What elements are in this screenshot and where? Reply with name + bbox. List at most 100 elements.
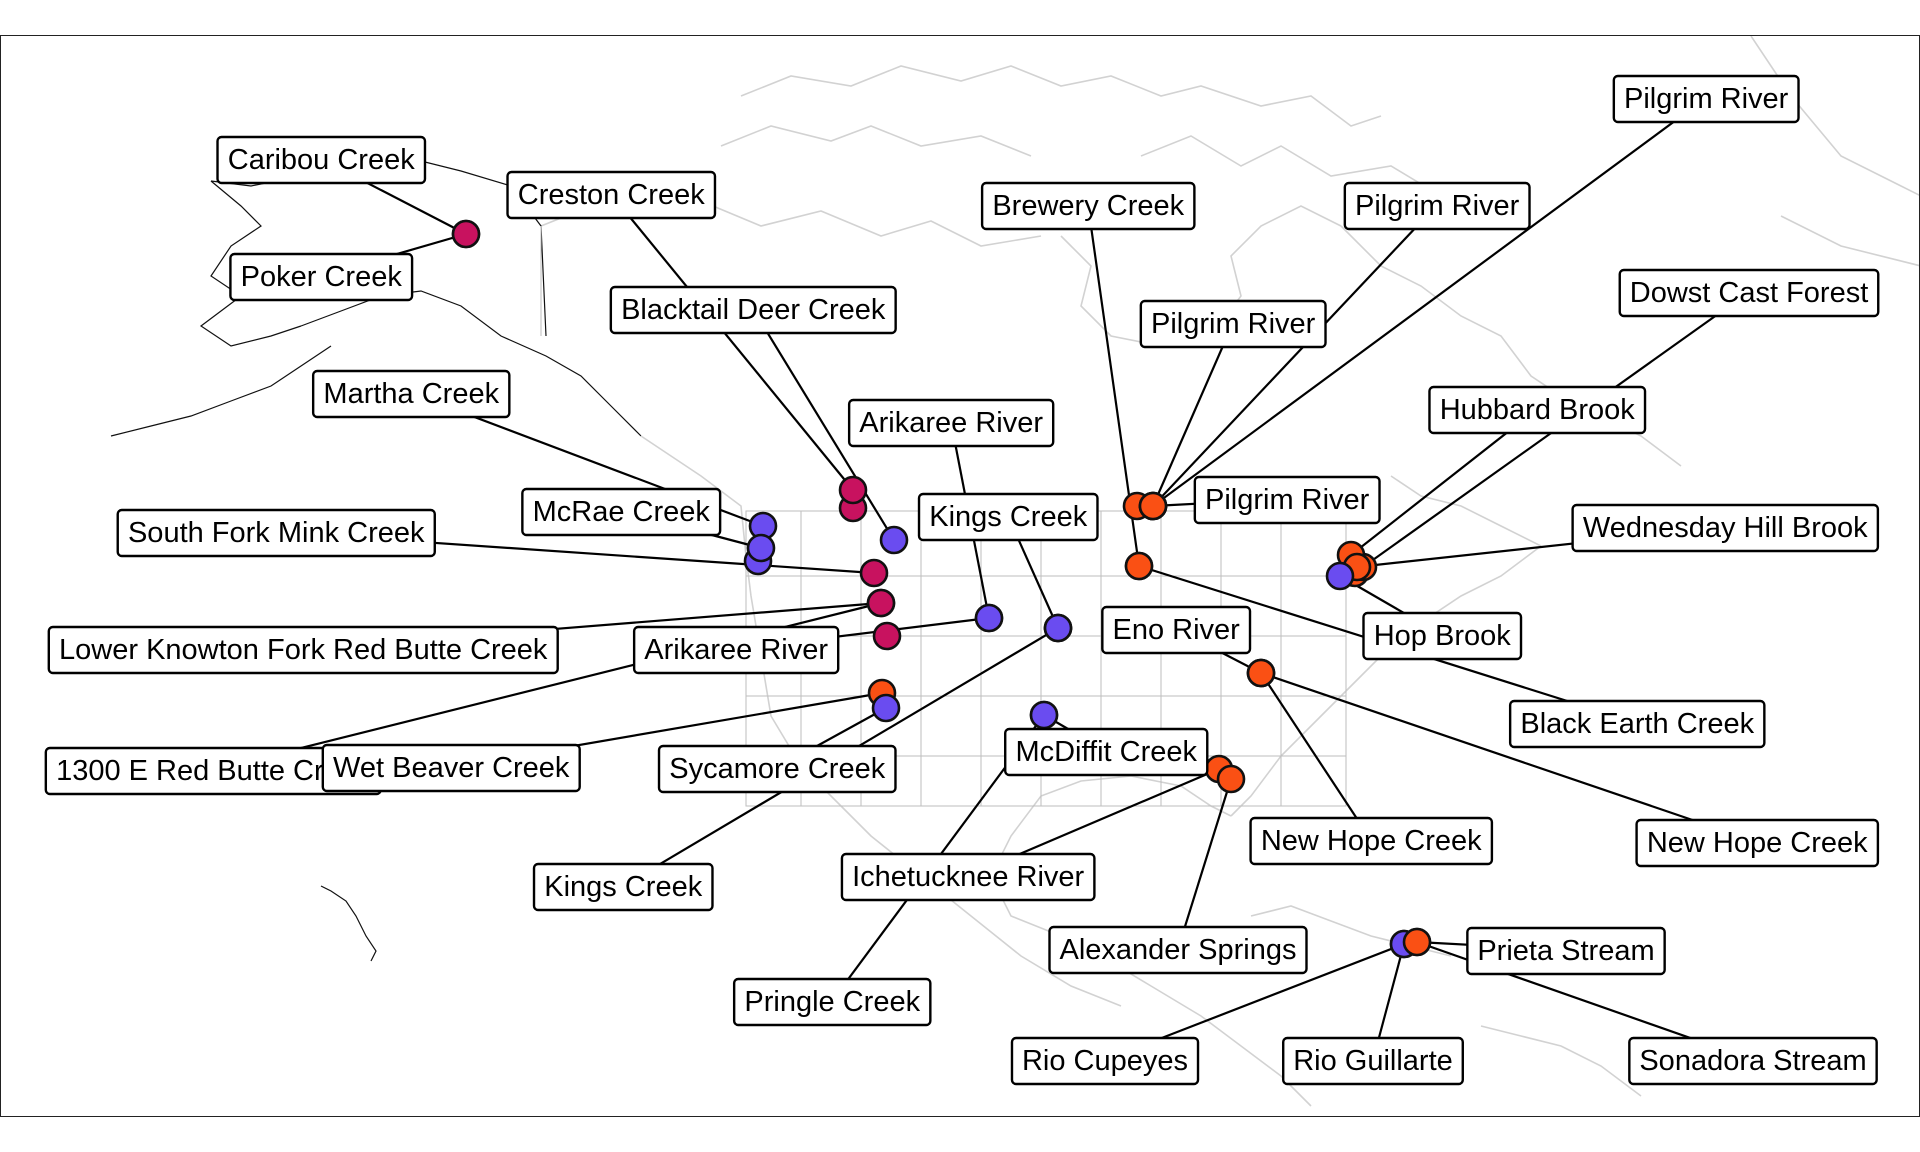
site-label-box [609,285,897,335]
leader-line-pilgrim1 [1152,97,1707,507]
site-labels: Caribou Creek Poker Creek Creston Creek Bla… [44,74,1880,1086]
site-point-hop [1325,561,1355,591]
site-label-cupeyes: Rio Cupeyes [1010,1036,1200,1086]
site-label-box [1139,299,1327,349]
map-panel: Caribou Creek Poker Creek Creston Creek Bla… [0,35,1920,1117]
site-label-text: Rio Guillarte [1293,1045,1453,1077]
site-label-text: Kings Creek [544,871,702,903]
site-label-arikaree2: Arikaree River [632,625,840,675]
site-label-text: Martha Creek [323,378,499,410]
site-label-text: Arikaree River [644,634,828,666]
site-label-box [632,625,840,675]
leader-line-pilgrim3 [1151,322,1235,507]
site-label-box [321,743,581,793]
site-label-box [1362,611,1523,661]
site-label-text: Wet Beaver Creek [333,752,570,784]
site-label-text: 1300 E Red Butte Creek [56,755,371,787]
site-label-sycamore: Sycamore Creek [657,744,897,794]
site-label-text: Ichetucknee River [852,861,1084,893]
site-point-extra-0 [872,621,902,651]
site-label-box [840,852,1096,902]
site-label-text: Creston Creek [518,179,705,211]
hawaii [320,885,377,962]
site-label-box [1101,605,1252,655]
site-label-text: Kings Creek [929,501,1087,533]
site-label-box [1048,925,1308,975]
site-point-blacktail [879,525,909,555]
site-label-text: Hubbard Brook [1440,394,1636,426]
site-label-box [1635,818,1880,868]
site-label-text: Pilgrim River [1151,308,1316,340]
site-label-kings1: Kings Creek [917,492,1099,542]
site-label-mcdiffit: McDiffit Creek [1004,727,1209,777]
site-label-text: Blacktail Deer Creek [621,294,886,326]
site-label-box [1249,816,1494,866]
site-label-wetbeaver: Wet Beaver Creek [321,743,581,793]
site-label-box [1004,727,1209,777]
site-label-box [1010,1036,1200,1086]
site-label-pilgrim1: Pilgrim River [1612,74,1800,124]
alaska-west-coast [199,180,302,347]
leader-line-pilgrim2 [1152,204,1438,507]
site-label-martha: Martha Creek [311,369,511,419]
site-label-text: Brewery Creek [992,190,1184,222]
site-label-caribou: Caribou Creek [216,135,427,185]
site-point-poker [451,219,481,249]
site-label-brewery: Brewery Creek [980,181,1196,231]
site-label-text: Black Earth Creek [1520,708,1754,740]
site-label-newhope2: New Hope Creek [1635,818,1880,868]
site-label-box [1618,268,1880,318]
site-label-text: Poker Creek [241,261,403,293]
site-label-text: Sonadora Stream [1639,1045,1866,1077]
site-label-box [216,135,427,185]
site-label-arikaree1: Arikaree River [847,398,1055,448]
site-point-blackearth [1124,551,1154,581]
site-label-box [521,487,722,537]
site-label-text: South Fork Mink Creek [128,517,425,549]
site-label-box [1628,1036,1878,1086]
leader-line-newhope1 [1260,672,1372,841]
aleutians [110,345,332,437]
site-label-box [1282,1036,1464,1086]
site-label-alexander: Alexander Springs [1048,925,1308,975]
site-label-text: Pringle Creek [744,986,920,1018]
site-point-sycamore [871,693,901,723]
leader-lines [212,97,1758,1062]
leader-line-alexander [1176,778,1233,950]
site-point-mcrae [746,533,776,563]
map-canvas: Caribou Creek Poker Creek Creston Creek Bla… [44,36,1919,1107]
site-label-hop: Hop Brook [1362,611,1523,661]
site-point-sonadora [1402,927,1432,957]
leader-line-creston [610,193,854,491]
site-label-eno: Eno River [1101,605,1252,655]
site-label-box [311,369,511,419]
site-label-pilgrim3: Pilgrim River [1139,299,1327,349]
site-point-sfmink [859,558,889,588]
site-label-box [1571,503,1880,553]
site-point-pilgrim4 [1138,491,1168,521]
greenland-outline-2 [1780,215,1919,267]
site-label-box [47,625,559,675]
site-label-text: Sycamore Creek [669,753,885,785]
south-america-coast [1480,1025,1642,1097]
site-label-wedhill: Wednesday Hill Brook [1571,503,1880,553]
site-label-text: New Hope Creek [1647,827,1868,859]
site-label-lkfrb: Lower Knowton Fork Red Butte Creek [47,625,559,675]
alaska-south-coast [300,290,642,437]
east-coast [1230,545,1542,817]
site-label-ichetucknee: Ichetucknee River [840,852,1096,902]
site-point-alexander [1216,764,1246,794]
site-label-box [980,181,1196,231]
site-points [451,219,1432,959]
site-label-creston: Creston Creek [506,170,717,220]
arctic-islands-2 [720,125,1032,157]
site-label-text: New Hope Creek [1261,825,1482,857]
site-point-arikaree2 [974,603,1004,633]
site-label-box [506,170,717,220]
site-label-kings2: Kings Creek [532,862,714,912]
site-label-poker: Poker Creek [229,252,414,302]
site-label-pilgrim2: Pilgrim River [1343,181,1531,231]
site-label-hubbard: Hubbard Brook [1428,385,1647,435]
site-label-box [847,398,1055,448]
site-point-newhope2 [1246,658,1276,688]
